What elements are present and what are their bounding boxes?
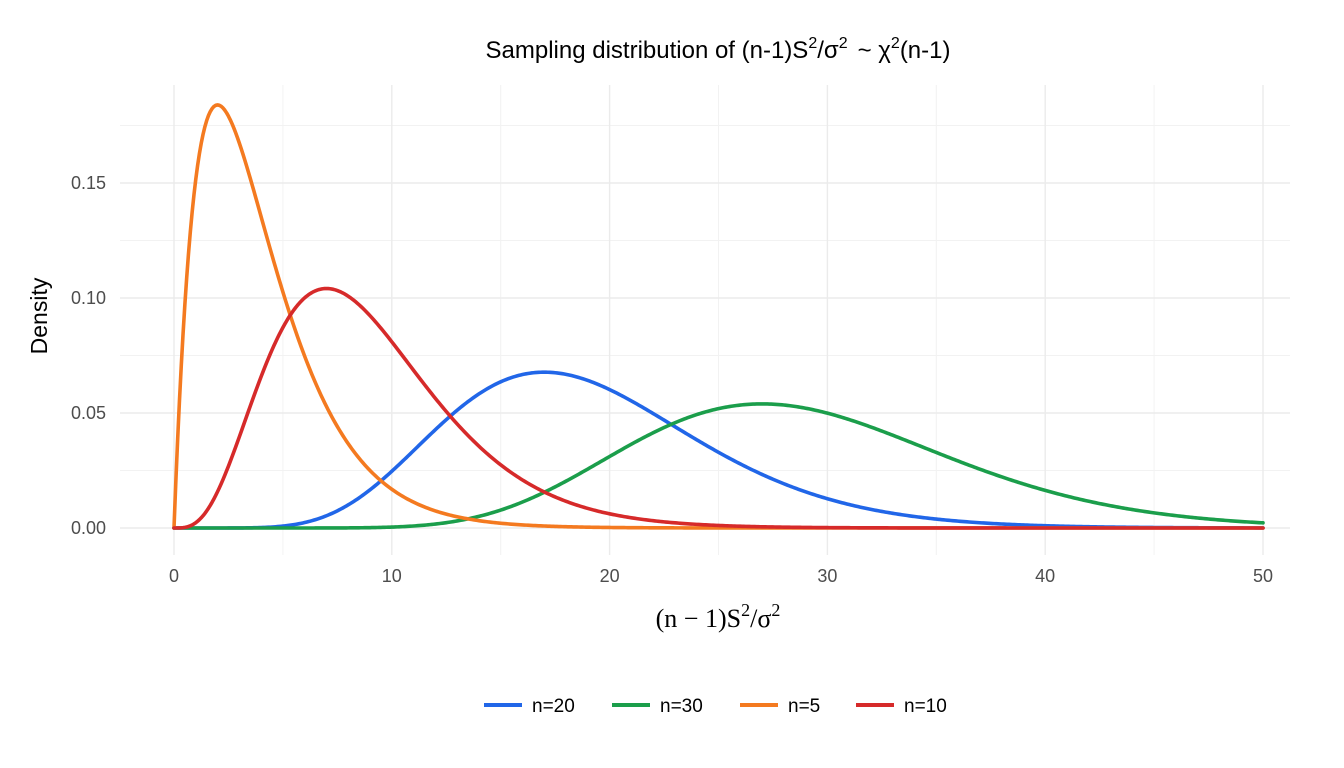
legend-label: n=30 [660,696,703,717]
legend-label: n=10 [904,696,947,717]
y-axis-title: Density [26,277,52,354]
x-tick-labels: 0 10 20 30 40 50 [169,566,1273,586]
legend-item-n-20: n=20 [484,696,575,717]
y-tick-labels: 0.00 0.05 0.10 0.15 [71,173,106,538]
x-tick-label: 0 [169,566,179,586]
y-tick-label: 0.15 [71,173,106,193]
legend-item-n-30: n=30 [612,696,703,717]
y-tick-label: 0.05 [71,403,106,423]
series-line-n-30 [172,402,1265,530]
grid-lines [120,85,1290,555]
x-tick-label: 10 [382,566,402,586]
x-tick-label: 20 [600,566,620,586]
x-tick-label: 50 [1253,566,1273,586]
legend-item-n-5: n=5 [740,696,820,717]
series-lines [172,103,1265,530]
x-tick-label: 30 [817,566,837,586]
series-line-n-10 [172,286,1265,530]
legend: n=20 n=30 n=5 n=10 [484,696,947,717]
legend-label: n=5 [788,696,820,717]
chart-title: Sampling distribution of (n-1)S2/σ2 ~ χ2(… [486,35,951,64]
x-tick-label: 40 [1035,566,1055,586]
legend-label: n=20 [532,696,575,717]
y-tick-label: 0.00 [71,518,106,538]
y-tick-label: 0.10 [71,288,106,308]
legend-item-n-10: n=10 [856,696,947,717]
x-axis-title: (n − 1)S2/σ2 [656,600,781,633]
